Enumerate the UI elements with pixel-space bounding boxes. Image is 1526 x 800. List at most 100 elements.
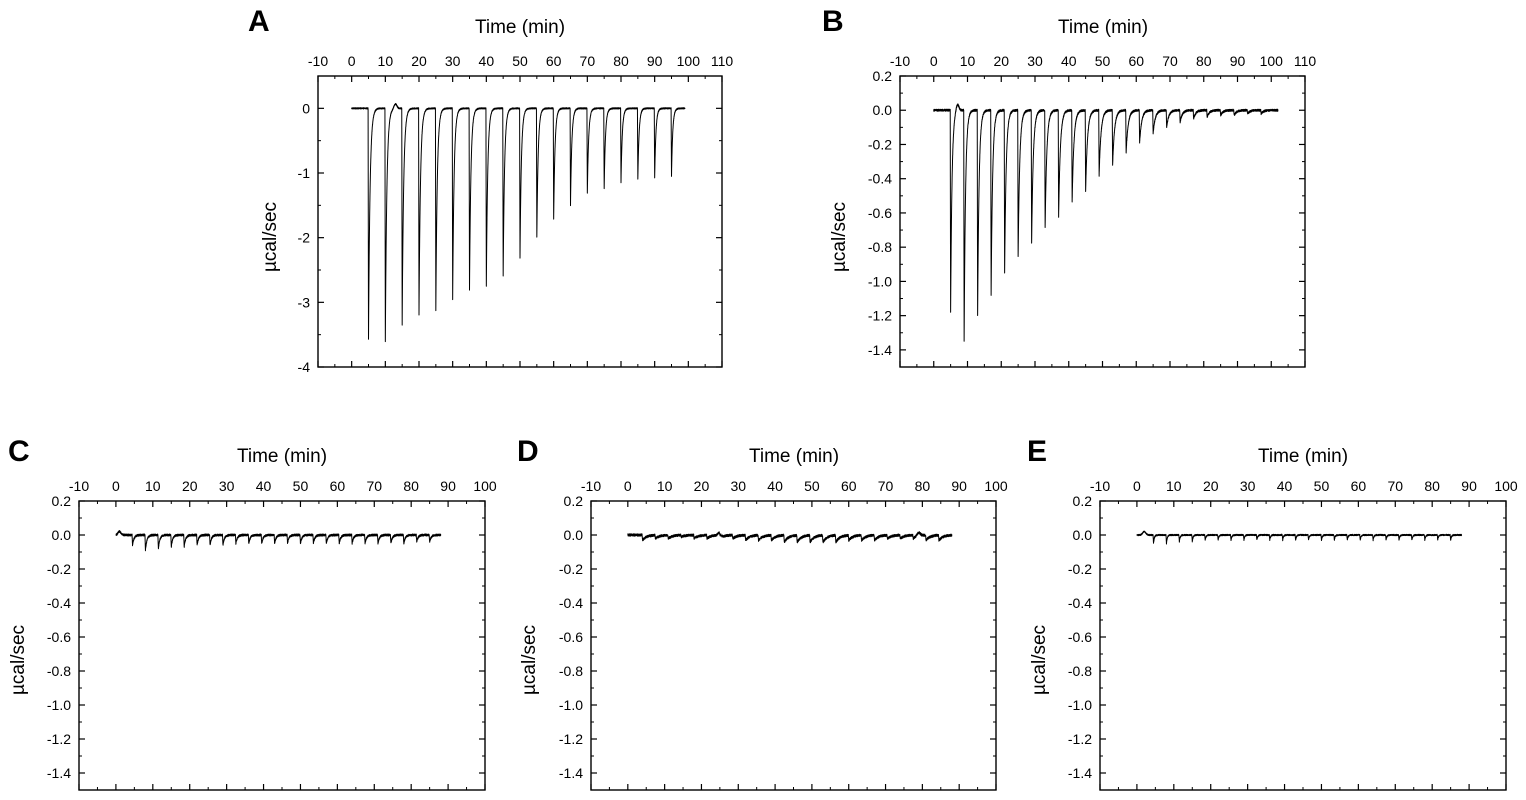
panel-d-x-tick-label: 70 [878,478,894,494]
panel-e-y-tick-label: 0.2 [1073,493,1093,509]
panel-d-x-tick-label: 10 [657,478,673,494]
panel-b-y-tick-label: -1.2 [868,308,892,324]
panel-c-x-tick-label: 90 [440,478,456,494]
panel-e-x-tick-label: 80 [1424,478,1440,494]
panel-d-ylabel: µcal/sec [519,625,540,695]
panel-b: B Time (min) µcal/sec -10 0 10 20 30 40 50 60 70… [822,5,1316,368]
panel-e-x-tick-label: 20 [1203,478,1219,494]
panel-a-x-tick-label: 30 [445,53,461,69]
panel-d-y-tick-label: -0.8 [559,663,583,679]
panel-d-x-tick-label: 40 [767,478,783,494]
panel-d-trace [627,531,953,544]
panel-c-x-tick-label: 100 [473,478,497,494]
panel-a-x-tick-label: -10 [308,53,328,69]
panel-c-x-tick-label: -10 [69,478,89,494]
panel-a-x-tick-label: 10 [378,53,394,69]
panel-b-x-tick-label: 60 [1128,53,1144,69]
panel-e-x-tick-label: 0 [1133,478,1141,494]
panel-b-ylabel: µcal/sec [829,202,850,272]
panel-c: C Time (min) µcal/sec -10 0 10 20 30 40 50 60 70… [8,435,497,791]
panel-c-x-tick-label: 60 [330,478,346,494]
panel-e-x-tick-label: 90 [1461,478,1477,494]
panel-c-y-tick-label: -0.4 [47,595,71,611]
panel-e-x-tick-label: 10 [1166,478,1182,494]
panel-b-x-tick-label: 20 [993,53,1009,69]
panel-d-y-tick-label: 0.2 [564,493,584,509]
panel-letter-b: B [822,5,844,38]
panel-e-y-tick-label: -0.2 [1068,561,1092,577]
panel-e: E Time (min) µcal/sec -10 0 10 20 30 40 50 60 70… [1027,435,1518,791]
panel-c-y-tick-label: -0.8 [47,663,71,679]
panel-c-x-tick-label: 30 [219,478,235,494]
panel-a-x-tick-label: 90 [647,53,663,69]
panel-a-x-tick-label: 110 [711,53,734,69]
panel-d-y-tick-label: -0.2 [559,561,583,577]
panel-e-x-tick-label: 60 [1351,478,1367,494]
panel-b-x-tick-label: 50 [1095,53,1111,69]
panel-a-x-tick-label: 20 [411,53,427,69]
panel-d-y-tick-label: -1.0 [559,697,583,713]
panel-a-x-tick-label: 0 [348,53,356,69]
panel-b-y-tick-label: -0.4 [868,171,892,187]
panel-a-y-tick-label: 0 [302,100,310,116]
panel-e-x-tick-label: -10 [1090,478,1110,494]
panel-d-frame [590,500,997,791]
panel-a-y-tick-label: -2 [298,230,311,246]
panel-d-x-tick-label: 0 [624,478,632,494]
panel-c-x-tick-label: 70 [366,478,382,494]
panel-a-x-tick-label: 100 [677,53,701,69]
panel-b-y-tick-label: -0.2 [868,136,892,152]
panel-e-x-tick-label: 70 [1387,478,1403,494]
panel-d-x-tick-label: 90 [951,478,967,494]
panel-e-y-tick-label: -1.0 [1068,697,1092,713]
panel-c-y-tick-label: 0.0 [52,527,72,543]
panel-c-xlabel: Time (min) [237,446,327,467]
panel-d-x-tick-label: -10 [581,478,601,494]
panel-a-x-tick-label: 40 [479,53,495,69]
panel-b-x-tick-label: 10 [960,53,976,69]
panel-a-x-tick-label: 70 [580,53,596,69]
panel-letter-d: D [517,435,539,468]
panel-c-ylabel: µcal/sec [8,625,29,695]
panel-b-xlabel: Time (min) [1058,17,1148,38]
panel-a-x-tick-label: 50 [512,53,528,69]
panel-letter-c: C [8,435,30,468]
panel-d-x-tick-label: 20 [694,478,710,494]
panel-b-x-tick-label: 40 [1061,53,1077,69]
panel-a-x-tick-label: 60 [546,53,562,69]
panel-d-y-tick-label: -0.4 [559,595,583,611]
panel-d-x-tick-label: 100 [984,478,1008,494]
panel-c-y-tick-label: -0.6 [47,629,71,645]
panel-b-y-tick-label: 0.2 [873,68,893,84]
panel-b-y-tick-label: -1.4 [868,342,892,358]
panel-d-x-tick-label: 80 [915,478,931,494]
panel-d-x-tick-label: 50 [804,478,820,494]
panel-b-x-tick-label: 90 [1230,53,1246,69]
panel-e-y-tick-label: 0.0 [1073,527,1093,543]
panel-b-x-tick-label: -10 [890,53,910,69]
panel-c-trace [115,530,442,552]
panel-b-x-tick-label: 100 [1260,53,1284,69]
panel-c-x-tick-label: 80 [403,478,419,494]
panel-e-frame [1099,500,1507,791]
panel-c-x-tick-label: 40 [256,478,272,494]
panel-d-y-tick-label: 0.0 [564,527,584,543]
panel-b-y-tick-label: -0.6 [868,205,892,221]
panel-e-xlabel: Time (min) [1258,446,1348,467]
panel-b-trace [933,103,1279,342]
panel-b-x-tick-label: 0 [930,53,938,69]
panel-b-y-tick-label: 0.0 [873,102,893,118]
panel-d-xlabel: Time (min) [749,446,839,467]
panel-c-x-tick-label: 10 [145,478,161,494]
panel-a-y-tick-label: -4 [298,359,311,375]
panel-c-y-tick-label: -1.4 [47,765,71,781]
panel-b-x-tick-label: 70 [1162,53,1178,69]
panel-a: A Time (min) µcal/sec -10 0 10 20 30 40 50 60 70… [248,5,733,375]
panel-c-x-tick-label: 0 [112,478,120,494]
panel-d-y-tick-label: -1.2 [559,731,583,747]
panel-e-y-tick-label: -0.4 [1068,595,1092,611]
panel-c-y-tick-label: -1.0 [47,697,71,713]
panel-d-y-tick-label: -0.6 [559,629,583,645]
panel-b-y-tick-label: -0.8 [868,239,892,255]
panel-a-x-tick-label: 80 [613,53,629,69]
